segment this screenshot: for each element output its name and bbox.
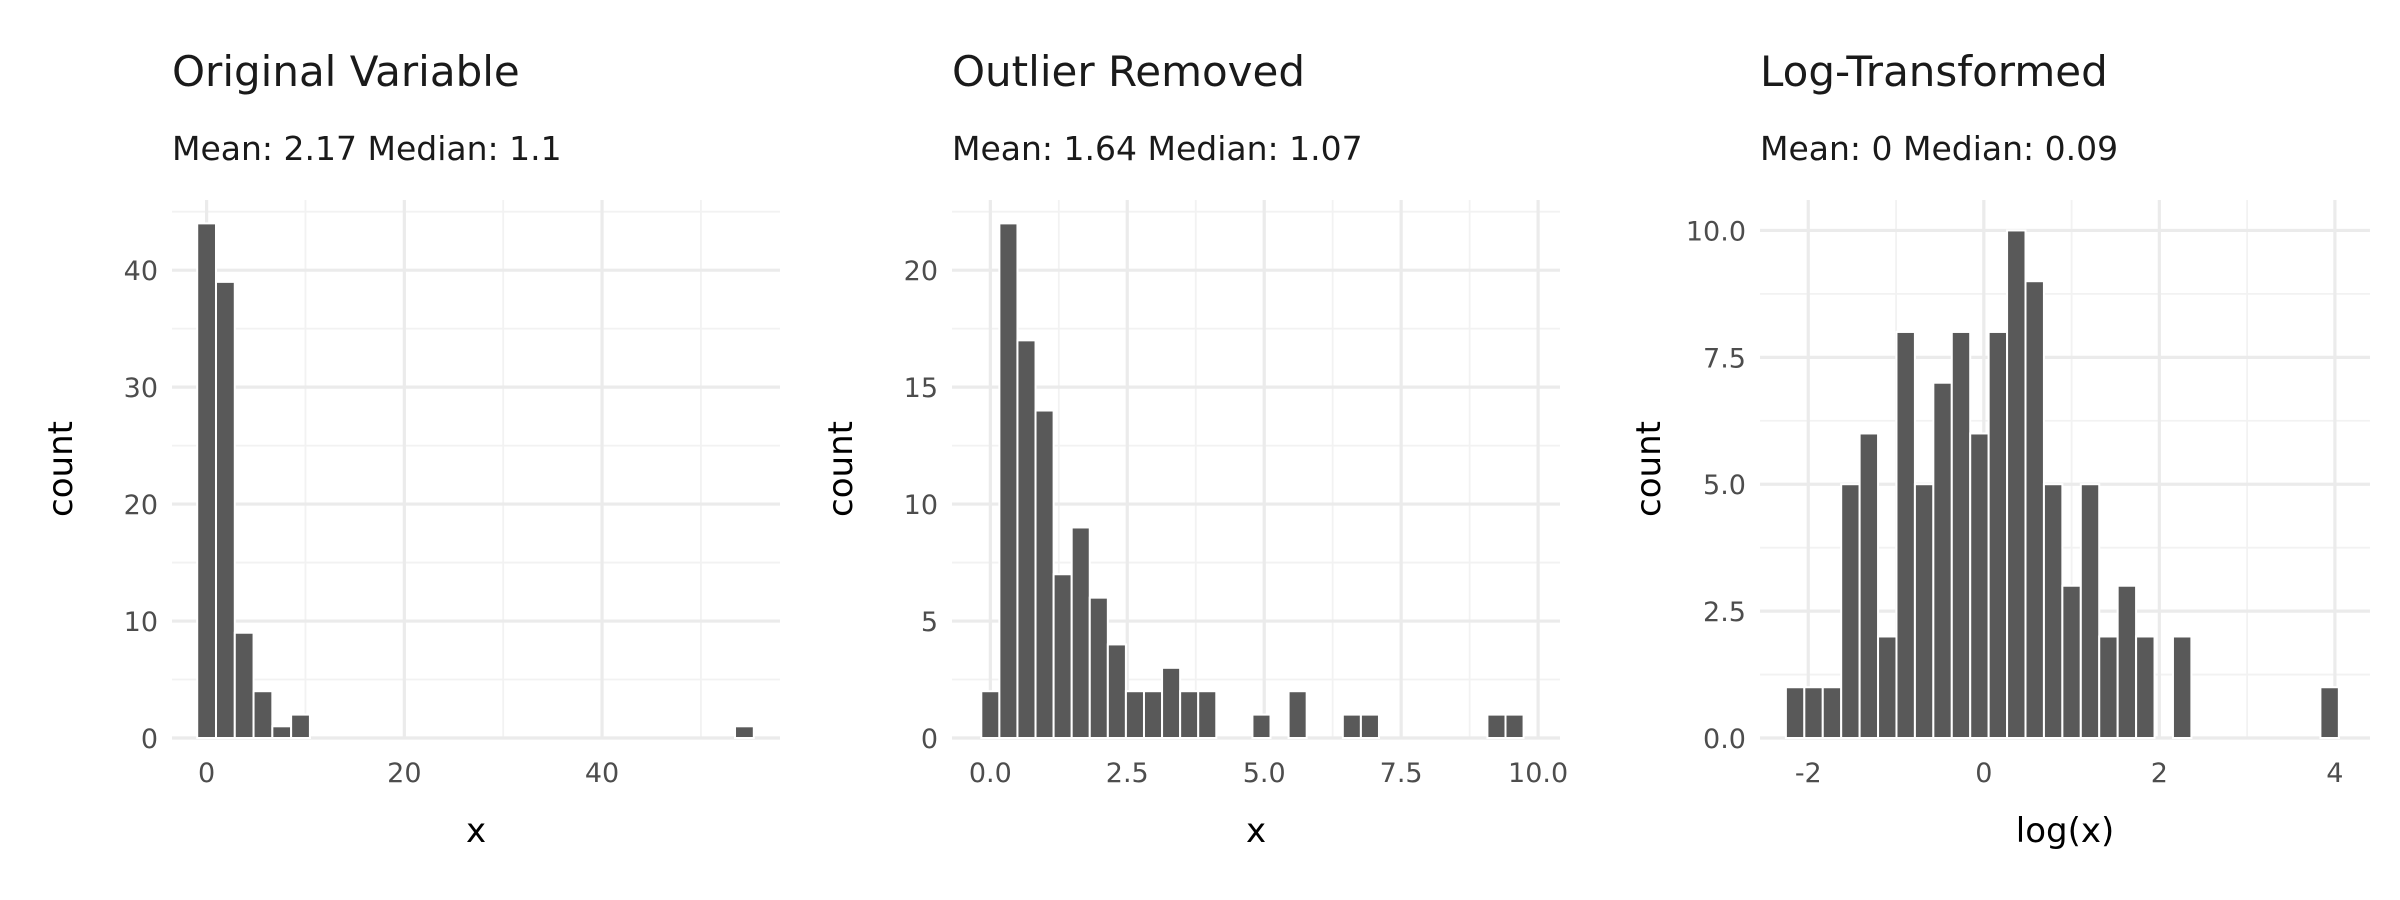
y-tick-label: 5 xyxy=(921,607,938,638)
panel-2: 0.0 2.5 5.0 7.5 10.0 0 5 10 15 20 x count Outlier Re… xyxy=(821,47,1568,851)
x-tick-label: 0 xyxy=(1975,758,1992,789)
y-axis-title: count xyxy=(1629,421,1669,517)
histogram-bar xyxy=(1858,432,1880,739)
histogram-bar xyxy=(1052,573,1073,739)
histogram-bar xyxy=(1877,635,1898,739)
y-tick-label: 2.5 xyxy=(1703,597,1746,628)
x-tick-label: 0.0 xyxy=(969,758,1012,789)
x-tick-label: -2 xyxy=(1795,758,1822,789)
histogram-bar xyxy=(1106,643,1127,739)
y-tick-label: 10.0 xyxy=(1686,216,1746,247)
histogram-bar xyxy=(214,280,236,739)
x-tick-label: 0 xyxy=(198,758,215,789)
histogram-bar xyxy=(1504,713,1525,740)
histogram-bar xyxy=(1341,713,1362,740)
histogram-bar xyxy=(2171,635,2193,739)
y-tick-label: 10 xyxy=(124,607,158,638)
histogram-bar xyxy=(2079,483,2101,739)
x-tick-label: 40 xyxy=(585,758,619,789)
panel-title: Original Variable xyxy=(172,47,520,96)
histogram-bar xyxy=(252,690,274,740)
panel-title: Log-Transformed xyxy=(1760,47,2108,96)
x-tick-label: 20 xyxy=(387,758,421,789)
histogram-bar xyxy=(1161,666,1182,740)
y-tick-label: 0.0 xyxy=(1703,724,1746,755)
panel-1: 0 20 40 0 10 20 30 40 x count Original Variable Mea… xyxy=(41,47,780,851)
histogram-bar xyxy=(1969,432,1990,739)
histogram-bar xyxy=(1784,686,1806,740)
y-axis-title: count xyxy=(821,421,861,517)
y-axis-title: count xyxy=(41,421,81,517)
histogram-bar xyxy=(1932,381,1953,739)
histogram-bar xyxy=(1034,409,1055,739)
histogram-bar xyxy=(1950,330,1972,739)
histogram-bar xyxy=(1803,686,1824,740)
histogram-bar xyxy=(2024,280,2045,739)
x-axis-title: x xyxy=(1246,811,1266,851)
x-tick-label: 4 xyxy=(2326,758,2343,789)
histogram-bar xyxy=(1287,690,1308,740)
histogram-bar xyxy=(980,690,1001,740)
histogram-bar xyxy=(998,222,1019,740)
histogram-bar xyxy=(1359,713,1380,740)
x-axis-title: log(x) xyxy=(2016,811,2114,851)
y-tick-label: 40 xyxy=(124,256,158,287)
histogram-bar xyxy=(2042,483,2064,739)
y-tick-label: 20 xyxy=(904,256,938,287)
y-tick-label: 0 xyxy=(141,724,158,755)
y-tick-label: 0 xyxy=(921,724,938,755)
x-tick-label: 5.0 xyxy=(1243,758,1286,789)
histogram-bar xyxy=(1821,686,1843,740)
histogram-bar xyxy=(2098,635,2119,739)
histogram-bar xyxy=(1840,483,1861,739)
y-tick-label: 7.5 xyxy=(1703,343,1746,374)
panel-title: Outlier Removed xyxy=(952,47,1305,96)
panel-subtitle: Mean: 0 Median: 0.09 xyxy=(1760,129,2118,168)
x-tick-label: 10.0 xyxy=(1508,758,1568,789)
histogram-bar xyxy=(1913,483,1935,739)
x-axis-title: x xyxy=(466,811,486,851)
histogram-bar xyxy=(1124,690,1145,740)
histogram-bar xyxy=(1016,339,1037,739)
x-tick-label: 2 xyxy=(2151,758,2168,789)
histogram-bar xyxy=(233,631,255,740)
x-tick-label: 7.5 xyxy=(1380,758,1423,789)
y-tick-label: 5.0 xyxy=(1703,470,1746,501)
histogram-bar xyxy=(2319,686,2340,740)
histogram-bar xyxy=(271,725,293,739)
histogram-bar xyxy=(2135,635,2156,739)
histogram-bar xyxy=(2006,229,2027,740)
y-tick-label: 15 xyxy=(904,373,938,404)
histogram-bar xyxy=(290,713,311,740)
histogram-bar xyxy=(2061,584,2082,739)
panel-3: -2 0 2 4 0.0 2.5 5.0 7.5 10.0 log(x) count Log-Tran… xyxy=(1629,47,2370,851)
y-tick-label: 10 xyxy=(904,490,938,521)
histogram-bar xyxy=(2116,584,2138,739)
y-tick-label: 30 xyxy=(124,373,158,404)
histogram-bar xyxy=(1486,713,1507,740)
histogram-bar xyxy=(1070,526,1091,740)
histogram-bar xyxy=(196,222,217,740)
histogram-bar xyxy=(1987,330,2009,739)
histogram-bar xyxy=(1088,596,1109,739)
histogram-bar xyxy=(1197,690,1218,740)
y-tick-label: 20 xyxy=(124,490,158,521)
histogram-bar xyxy=(1895,330,1916,739)
panel-subtitle: Mean: 1.64 Median: 1.07 xyxy=(952,129,1363,168)
histogram-bar xyxy=(734,725,755,739)
histogram-bar xyxy=(1142,690,1164,740)
x-tick-label: 2.5 xyxy=(1106,758,1149,789)
histogram-bar xyxy=(1251,713,1272,740)
histogram-bar xyxy=(1179,690,1200,740)
panel-subtitle: Mean: 2.17 Median: 1.1 xyxy=(172,129,562,168)
